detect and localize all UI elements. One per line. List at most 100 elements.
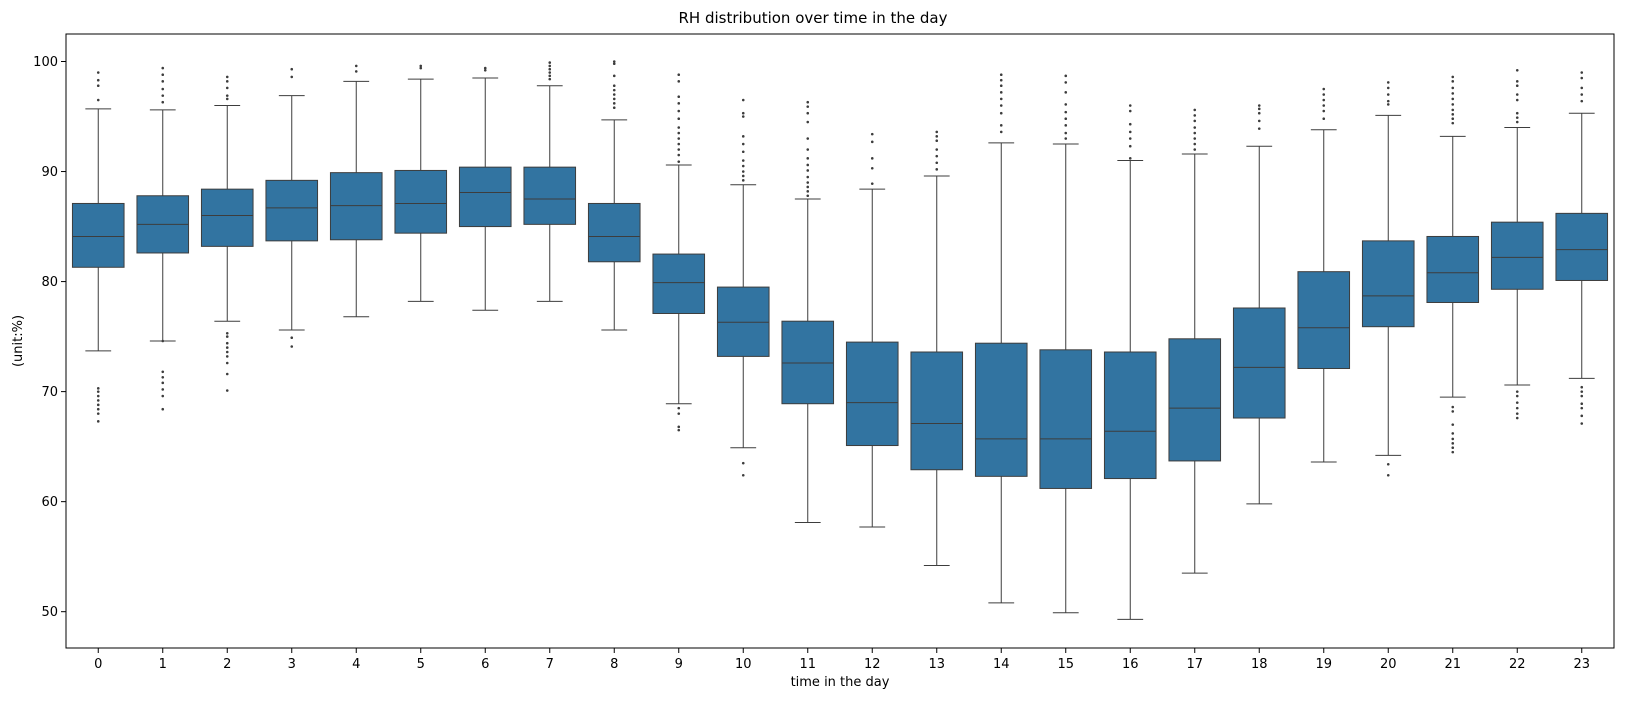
outlier-point <box>419 66 423 70</box>
outlier-point <box>870 132 874 136</box>
outlier-point <box>1580 394 1584 398</box>
outlier-point <box>548 61 552 64</box>
outlier-point <box>677 425 681 429</box>
outlier-point <box>225 389 229 392</box>
outlier-point <box>999 104 1003 107</box>
outlier-point <box>1580 414 1584 418</box>
outlier-point <box>1580 385 1584 389</box>
outlier-point <box>548 71 552 74</box>
outlier-point <box>1451 103 1455 106</box>
outlier-point <box>870 157 874 160</box>
outlier-point <box>225 75 229 79</box>
outlier-point <box>1515 111 1519 115</box>
outlier-point <box>1064 124 1068 127</box>
box-group-1 <box>136 66 190 411</box>
iqr-box <box>458 166 512 228</box>
outlier-point <box>1451 410 1455 413</box>
outlier-point <box>1580 71 1584 74</box>
x-tick-label: 2 <box>223 657 231 672</box>
iqr-box <box>200 188 254 247</box>
outlier-point <box>1580 390 1584 393</box>
box-group-11 <box>781 100 835 524</box>
outlier-point <box>1580 406 1584 410</box>
outlier-point <box>677 148 681 151</box>
outlier-point <box>1451 121 1455 125</box>
outlier-point <box>96 387 100 390</box>
outlier-point <box>741 174 745 178</box>
box-group-3 <box>265 67 319 348</box>
iqr-box <box>1426 235 1480 303</box>
iqr-box <box>394 169 448 234</box>
outlier-point <box>741 142 745 146</box>
outlier-point <box>483 69 487 72</box>
outlier-point <box>677 102 681 105</box>
outlier-point <box>677 126 681 129</box>
outlier-point <box>935 139 939 143</box>
outlier-point <box>677 109 681 113</box>
outlier-point <box>741 135 745 138</box>
outlier-point <box>677 73 681 77</box>
outlier-point <box>612 93 616 96</box>
outlier-point <box>161 370 165 374</box>
outlier-point <box>1451 117 1455 121</box>
x-tick-label: 14 <box>993 657 1010 672</box>
outlier-point <box>1064 91 1068 94</box>
x-tick-label: 3 <box>288 657 296 672</box>
outlier-point <box>161 87 165 91</box>
outlier-point <box>806 105 810 108</box>
outlier-point <box>1515 401 1519 404</box>
outlier-point <box>741 170 745 173</box>
outlier-point <box>1128 122 1132 126</box>
x-tick-label: 17 <box>1186 657 1203 672</box>
outlier-point <box>483 66 487 70</box>
outlier-point <box>1064 131 1068 135</box>
outlier-point <box>96 407 100 411</box>
box-group-0 <box>71 71 125 423</box>
y-tick-label: 80 <box>41 275 58 290</box>
outlier-point <box>161 388 165 391</box>
outlier-point <box>1128 109 1132 113</box>
outlier-point <box>741 164 745 168</box>
outlier-point <box>96 84 100 88</box>
outlier-point <box>96 71 100 74</box>
x-tick-label: 4 <box>352 657 360 672</box>
outlier-point <box>1322 117 1326 121</box>
outlier-point <box>354 64 358 68</box>
outlier-point <box>225 341 229 345</box>
box-group-15 <box>1039 74 1093 614</box>
outlier-point <box>1193 131 1197 135</box>
outlier-point <box>1322 109 1326 113</box>
outlier-point <box>1451 108 1455 112</box>
outlier-point <box>1257 111 1261 115</box>
iqr-box <box>845 341 899 447</box>
outlier-point <box>1193 142 1197 146</box>
outlier-point <box>1580 402 1584 406</box>
outlier-point <box>1064 81 1068 84</box>
box-group-12 <box>845 132 899 528</box>
outlier-point <box>612 84 616 88</box>
outlier-point <box>96 98 100 102</box>
iqr-box <box>1555 212 1609 281</box>
outlier-point <box>225 335 229 338</box>
outlier-point <box>1451 405 1455 409</box>
x-tick-label: 23 <box>1573 657 1590 672</box>
iqr-box <box>1361 240 1415 328</box>
outlier-point <box>999 111 1003 115</box>
outlier-point <box>1580 86 1584 90</box>
y-axis-label: (unit:%) <box>11 315 26 367</box>
outlier-point <box>612 74 616 78</box>
outlier-point <box>741 111 745 115</box>
iqr-box <box>910 351 964 471</box>
outlier-point <box>1257 119 1261 123</box>
x-tick-label: 9 <box>675 657 683 672</box>
iqr-box <box>652 253 706 314</box>
outlier-point <box>806 100 810 104</box>
iqr-box <box>1103 351 1157 480</box>
outlier-point <box>1451 423 1455 426</box>
x-tick-label: 13 <box>928 657 945 672</box>
x-tick-label: 22 <box>1509 657 1526 672</box>
outlier-point <box>1193 148 1197 151</box>
outlier-point <box>999 130 1003 134</box>
outlier-point <box>1193 126 1197 129</box>
outlier-point <box>1451 432 1455 435</box>
